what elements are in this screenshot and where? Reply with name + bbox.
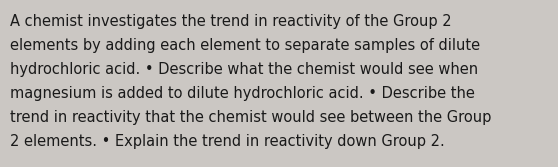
Text: A chemist investigates the trend in reactivity of the Group 2: A chemist investigates the trend in reac… <box>10 14 451 29</box>
Text: magnesium is added to dilute hydrochloric acid. • Describe the: magnesium is added to dilute hydrochlori… <box>10 86 475 101</box>
Text: trend in reactivity that the chemist would see between the Group: trend in reactivity that the chemist wou… <box>10 110 492 125</box>
Text: elements by adding each element to separate samples of dilute: elements by adding each element to separ… <box>10 38 480 53</box>
Text: hydrochloric acid. • Describe what the chemist would see when: hydrochloric acid. • Describe what the c… <box>10 62 478 77</box>
Text: 2 elements. • Explain the trend in reactivity down Group 2.: 2 elements. • Explain the trend in react… <box>10 134 445 149</box>
